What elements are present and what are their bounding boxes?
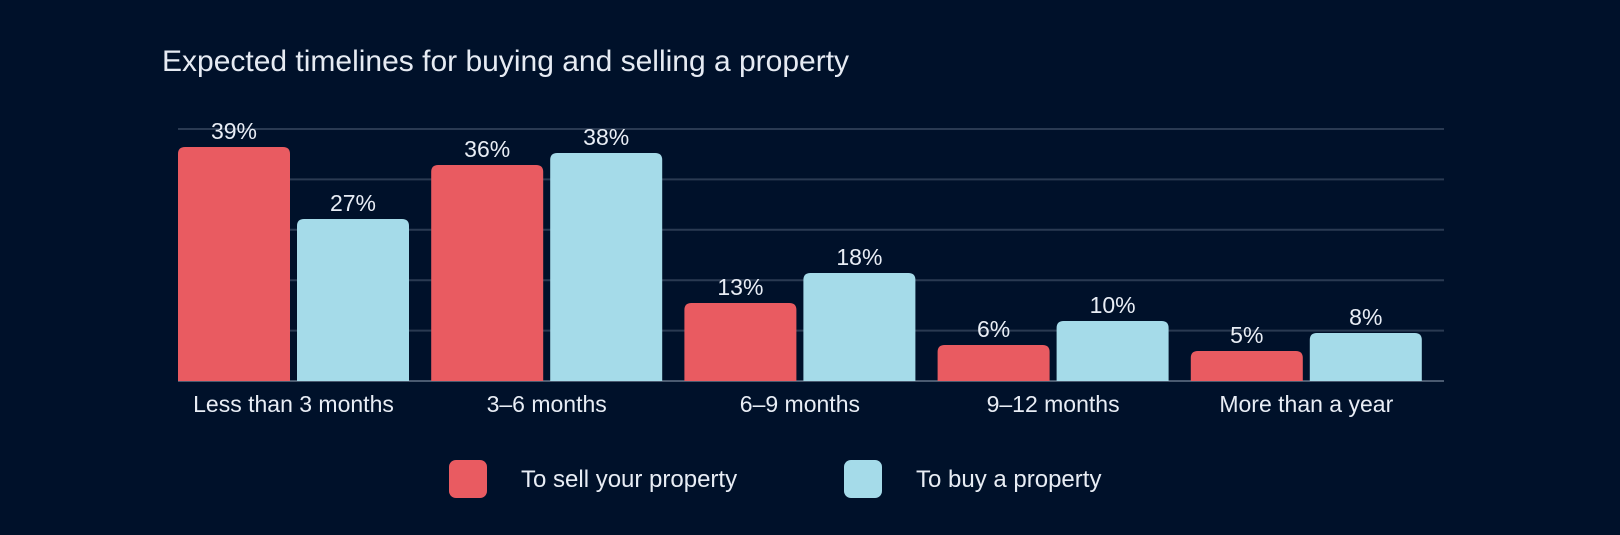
bar-to-sell-your-property-3-6-months	[431, 165, 544, 381]
legend-swatch-to-sell-your-property	[449, 460, 487, 498]
bar-to-buy-a-property-less-than-3-months	[297, 219, 409, 381]
bar-to-sell-your-property-6-9-months	[684, 303, 797, 381]
value-label-to-sell-your-property-9-12-months: 6%	[977, 316, 1010, 342]
category-label-3-6-months: 3–6 months	[487, 391, 607, 417]
value-labels: 39% 27% 36% 38% 13% 18% 6% 10% 5% 8%	[211, 118, 1382, 348]
value-label-to-sell-your-property-3-6-months: 36%	[464, 136, 510, 162]
bar-to-buy-a-property-6-9-months	[803, 273, 916, 381]
value-label-to-buy-a-property-less-than-3-months: 27%	[330, 190, 376, 216]
category-label-6-9-months: 6–9 months	[740, 391, 860, 417]
bar-to-sell-your-property-more-than-a-year	[1190, 351, 1303, 381]
bar-to-sell-your-property-9-12-months	[937, 345, 1050, 381]
category-label-less-than-3-months: Less than 3 months	[193, 391, 394, 417]
bar-to-buy-a-property-more-than-a-year	[1309, 333, 1422, 381]
bar-to-buy-a-property-9-12-months	[1056, 321, 1169, 381]
value-label-to-buy-a-property-more-than-a-year: 8%	[1349, 304, 1382, 330]
bar-to-buy-a-property-3-6-months	[550, 153, 663, 381]
value-label-to-buy-a-property-9-12-months: 10%	[1090, 292, 1136, 318]
value-label-to-buy-a-property-6-9-months: 18%	[836, 244, 882, 270]
chart-title: Expected timelines for buying and sellin…	[162, 45, 849, 78]
bar-to-sell-your-property-less-than-3-months	[178, 147, 290, 381]
category-label-9-12-months: 9–12 months	[987, 391, 1120, 417]
bars	[178, 147, 1422, 381]
value-label-to-sell-your-property-less-than-3-months: 39%	[211, 118, 257, 144]
value-label-to-sell-your-property-6-9-months: 13%	[717, 274, 763, 300]
value-label-to-buy-a-property-3-6-months: 38%	[583, 124, 629, 150]
legend: To sell your property To buy a property	[449, 460, 1101, 498]
category-label-more-than-a-year: More than a year	[1219, 391, 1393, 417]
value-label-to-sell-your-property-more-than-a-year: 5%	[1230, 322, 1263, 348]
legend-label-to-sell-your-property: To sell your property	[521, 466, 737, 493]
category-labels: Less than 3 months 3–6 months 6–9 months 9–…	[193, 391, 1393, 417]
legend-label-to-buy-a-property: To buy a property	[916, 466, 1101, 493]
legend-swatch-to-buy-a-property	[844, 460, 882, 498]
